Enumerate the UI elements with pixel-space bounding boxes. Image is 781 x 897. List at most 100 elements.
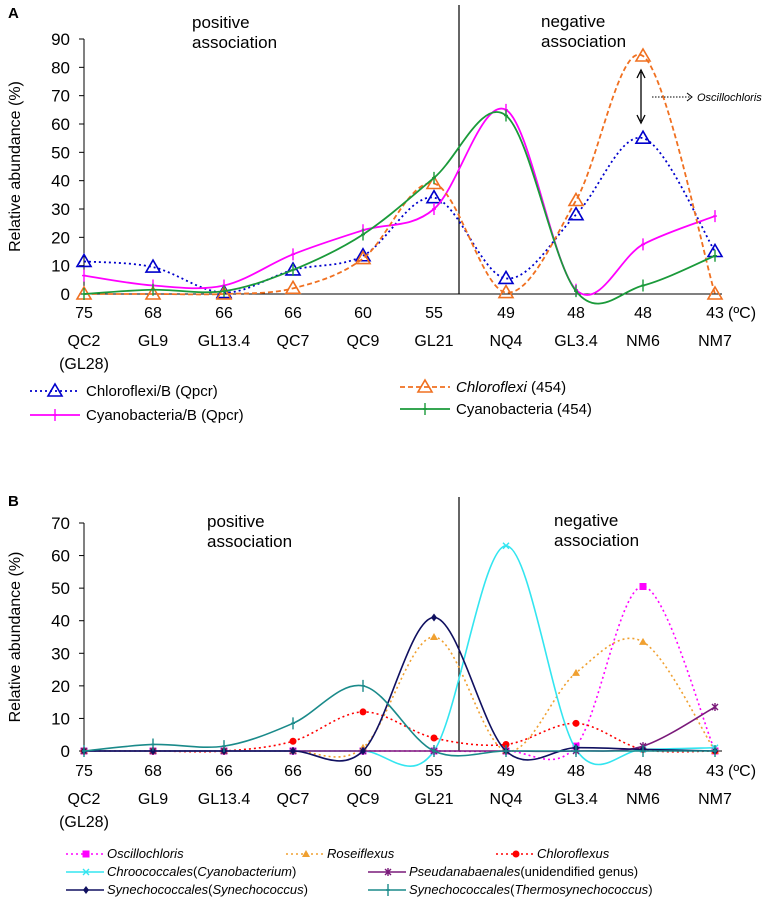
legend-label-part: Chroococcales — [107, 864, 193, 879]
plus-marker — [713, 210, 717, 223]
circle-marker — [359, 708, 367, 716]
legend-label: Chloroflexi (454) — [456, 379, 566, 396]
x-tick-sample: QC7 — [277, 333, 310, 350]
temperature-unit: (ºC) — [728, 763, 756, 780]
triangle-marker — [144, 258, 162, 273]
legend-item: Synechococcales(Synechococcus) — [66, 882, 308, 897]
x-tick-sample: NQ4 — [490, 333, 523, 350]
x-tick-sample: QC2 — [68, 791, 101, 808]
series-chloroflexi-b-qpcr- — [75, 129, 724, 299]
triangle-marker — [634, 47, 652, 62]
x-tick-sample: NQ4 — [490, 791, 523, 808]
diamond-marker — [360, 747, 366, 755]
x-tick-sample: GL21 — [414, 791, 453, 808]
circle-marker — [502, 740, 510, 748]
x-tick-temperature: 66 — [284, 305, 302, 322]
y-tick-label: 70 — [51, 514, 70, 533]
legend-item: Cyanobacteria (454) — [400, 401, 592, 418]
triangle-marker — [567, 191, 585, 207]
y-tick-label: 60 — [51, 115, 70, 134]
diamond-marker — [150, 747, 156, 755]
plus-marker — [641, 238, 645, 251]
legend-label-part: ) — [292, 864, 296, 879]
triangle-marker — [354, 249, 372, 265]
y-tick-label: 40 — [51, 172, 70, 191]
temperature-unit: (ºC) — [728, 305, 756, 322]
circle-marker — [572, 719, 580, 727]
x-tick-temperature: 66 — [284, 763, 302, 780]
y-tick-label: 20 — [51, 228, 70, 247]
plus-marker — [361, 228, 365, 241]
y-tick-label: 0 — [61, 285, 70, 304]
legend-label: Chloroflexi/B (Qpcr) — [86, 383, 218, 400]
triangle-marker — [634, 129, 652, 144]
plus-marker — [82, 288, 86, 300]
x-tick-temperature: 68 — [144, 763, 162, 780]
legend-label: Cyanobacteria (454) — [456, 401, 592, 418]
square-marker — [639, 583, 647, 591]
plus-marker — [82, 745, 86, 757]
legend-label-rest: (454) — [527, 379, 566, 396]
legend-b: Oscillochloris Roseiflexus Chloroflexus Chr… — [66, 846, 653, 897]
triangle-marker — [75, 252, 93, 268]
arrowhead-icon — [636, 68, 646, 125]
series-line — [84, 636, 716, 758]
legend-label-part: ( — [510, 882, 515, 897]
arrowhead-icon — [686, 92, 693, 102]
legend-item: Chroococcales(Cyanobacterium) — [66, 864, 296, 879]
x-tick-temperature: 43 — [706, 763, 724, 780]
panel-b: B 0 10 20 30 40 50 60 70 Relative abundance (%) po… — [7, 493, 756, 831]
x-tick-temperature: 48 — [634, 305, 652, 322]
x-tick-sample: GL3.4 — [554, 333, 598, 350]
plus-marker — [291, 263, 295, 276]
star-marker — [384, 868, 392, 876]
triangle-marker — [302, 850, 310, 857]
y-tick-label: 70 — [51, 87, 70, 106]
legend-label-part: Synechococcales — [409, 882, 511, 897]
region-label-positive: positive — [192, 13, 250, 32]
triangle-marker — [144, 285, 162, 300]
plus-marker — [574, 285, 578, 298]
triangle-marker — [416, 378, 434, 393]
triangle-marker — [706, 285, 724, 300]
x-tick-sample: GL21 — [414, 333, 453, 350]
y-axis-label: Relative abundance (%) — [7, 552, 24, 723]
series-line — [83, 53, 716, 296]
triangle-marker — [425, 189, 443, 204]
legend-item: Chloroflexi (454) — [400, 378, 566, 396]
region-label-positive: positive — [207, 512, 265, 531]
legend-label: Chroococcales(Cyanobacterium) — [107, 864, 296, 879]
panel-label: A — [8, 5, 19, 22]
legend-label: Oscillochloris — [107, 846, 184, 861]
series-chroococcales-cyanobacterium- — [80, 542, 719, 767]
series-line — [83, 684, 715, 757]
y-tick-label: 90 — [51, 30, 70, 49]
region-label-negative: negative — [541, 12, 605, 31]
series-cyanobacteria-454- — [82, 109, 717, 305]
triangle-marker — [497, 283, 515, 299]
legend-label-italic: Chloroflexi — [456, 379, 528, 396]
series-line — [83, 107, 716, 296]
x-tick-temperature: 66 — [215, 763, 233, 780]
plus-marker — [291, 248, 295, 261]
x-tick-sample: GL3.4 — [554, 791, 598, 808]
triangle-marker — [425, 174, 443, 190]
plus-marker — [713, 745, 717, 757]
plus-marker — [291, 717, 295, 730]
x-tick-sample-sublabel: (GL28) — [59, 356, 109, 373]
star-marker — [711, 703, 719, 712]
legend-label-part: ) — [648, 882, 652, 897]
series-pseudanabaenales-unidendified-genus- — [80, 703, 719, 755]
legend-a: Chloroflexi/B (Qpcr) Cyanobacteria/B (Qpc… — [30, 378, 592, 424]
plus-marker — [151, 738, 155, 751]
x-tick-sample: NM7 — [698, 333, 732, 350]
x-tick-sample: QC2 — [68, 333, 101, 350]
series-synechococcales-thermosynechococcus- — [82, 679, 717, 757]
x-tick-temperature: 66 — [215, 305, 233, 322]
x-tick-temperature: 75 — [75, 763, 93, 780]
triangle-marker — [567, 206, 585, 221]
triangle-marker — [215, 285, 233, 300]
y-tick-label: 10 — [51, 709, 70, 728]
legend-label-part: Synechococcales — [107, 882, 209, 897]
x-tick-sample: GL13.4 — [198, 791, 251, 808]
